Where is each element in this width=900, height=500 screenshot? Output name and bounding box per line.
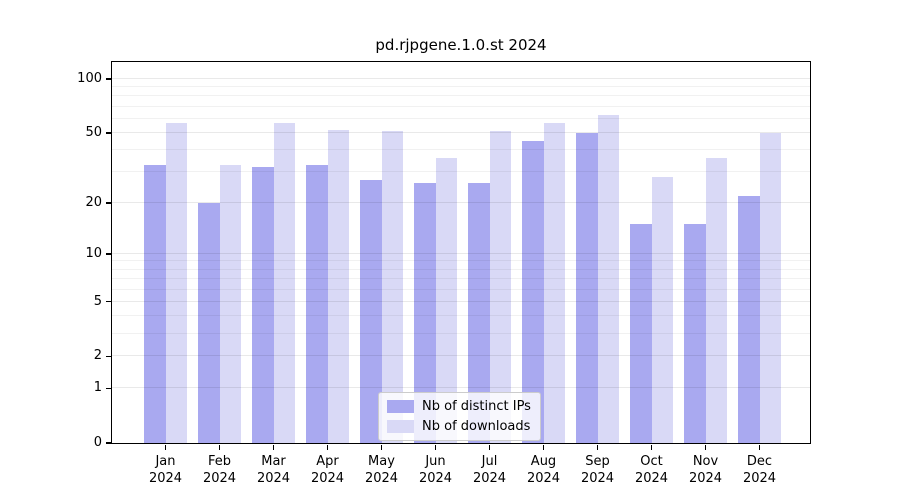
y-tick-mark <box>106 202 112 204</box>
legend-swatch-distinct-ips <box>387 400 414 413</box>
grid-layer <box>112 62 810 443</box>
x-tick-mark <box>434 444 437 450</box>
bar-downloads <box>759 132 781 443</box>
y-tick-label: 0 <box>93 435 102 450</box>
x-tick-mark <box>704 444 707 450</box>
chart-title: pd.rjpgene.1.0.st 2024 <box>375 36 547 54</box>
bar-downloads <box>705 158 727 443</box>
x-tick-label: Aug 2024 <box>526 454 561 486</box>
x-tick-label: Dec 2024 <box>742 454 777 486</box>
y-tick-mark <box>106 442 112 444</box>
bar-distinct-ips <box>144 164 166 443</box>
x-tick-mark <box>380 444 383 450</box>
bar-distinct-ips <box>630 224 652 443</box>
bar-downloads <box>165 122 187 443</box>
bars-layer <box>112 62 810 443</box>
gridline-9 <box>112 260 810 262</box>
x-tick-label: Feb 2024 <box>202 454 237 486</box>
bar-downloads <box>543 122 565 443</box>
legend-swatch-downloads <box>387 420 414 433</box>
bar-distinct-ips <box>576 132 598 443</box>
bar-downloads <box>327 129 349 443</box>
bar-downloads <box>219 164 241 443</box>
gridline-90 <box>112 86 810 88</box>
gridline-40 <box>112 149 810 151</box>
x-tick-label: Jan 2024 <box>148 454 183 486</box>
gridline-8 <box>112 268 810 270</box>
bar-distinct-ips <box>198 202 220 443</box>
bar-downloads <box>381 131 403 443</box>
legend: Nb of distinct IPs Nb of downloads <box>378 392 541 441</box>
x-tick-mark <box>596 444 599 450</box>
gridline-20 <box>112 201 810 203</box>
y-tick-label: 2 <box>93 348 102 364</box>
x-tick-label: Jul 2024 <box>472 454 507 486</box>
x-tick-label: Nov 2024 <box>688 454 723 486</box>
gridline-3 <box>112 332 810 334</box>
y-tick-mark <box>106 253 112 255</box>
x-tick-label: May 2024 <box>364 454 399 486</box>
y-tick-mark <box>106 78 112 80</box>
gridline-30 <box>112 171 810 173</box>
bar-downloads <box>489 131 511 443</box>
x-tick-mark <box>326 444 329 450</box>
x-tick-mark <box>164 444 167 450</box>
legend-item-downloads: Nb of downloads <box>387 419 531 434</box>
y-tick-mark <box>106 300 112 303</box>
gridline-60 <box>112 117 810 119</box>
bar-distinct-ips <box>414 183 436 443</box>
x-tick-mark <box>272 444 275 450</box>
bar-distinct-ips <box>360 180 382 443</box>
bar-distinct-ips <box>252 167 274 443</box>
y-tick-label: 100 <box>77 71 102 86</box>
y-tick-label: 5 <box>93 293 102 309</box>
bar-distinct-ips <box>522 141 544 443</box>
x-tick-mark <box>542 444 545 450</box>
x-tick-label: Sep 2024 <box>580 454 615 486</box>
bar-downloads <box>273 122 295 443</box>
bar-downloads <box>597 115 619 443</box>
x-tick-mark <box>650 444 653 450</box>
bar-downloads <box>435 158 457 443</box>
y-tick-label: 20 <box>85 194 102 210</box>
plot-area: Nb of distinct IPs Nb of downloads <box>110 60 811 444</box>
y-tick-label: 10 <box>85 245 102 261</box>
gridline-10 <box>112 252 810 254</box>
bar-distinct-ips <box>468 183 490 443</box>
gridline-5 <box>112 300 810 302</box>
x-tick-mark <box>218 444 221 450</box>
legend-item-distinct-ips: Nb of distinct IPs <box>387 399 531 414</box>
gridline-80 <box>112 95 810 97</box>
x-tick-label: Apr 2024 <box>310 454 345 486</box>
gridline-50 <box>112 131 810 133</box>
legend-label-downloads: Nb of downloads <box>422 419 531 434</box>
y-tick-mark <box>106 132 112 134</box>
gridline-70 <box>112 105 810 107</box>
x-tick-label: Jun 2024 <box>418 454 453 486</box>
gridline-100 <box>112 78 810 79</box>
y-tick-label: 1 <box>93 380 102 396</box>
bar-distinct-ips <box>738 195 760 443</box>
y-tick-mark <box>106 355 112 358</box>
bar-distinct-ips <box>684 224 706 443</box>
gridline-6 <box>112 288 810 290</box>
x-tick-label: Mar 2024 <box>256 454 291 486</box>
x-tick-label: Oct 2024 <box>634 454 669 486</box>
x-tick-mark <box>758 444 761 450</box>
y-tick-mark <box>106 387 112 390</box>
legend-label-distinct-ips: Nb of distinct IPs <box>422 399 531 414</box>
bar-distinct-ips <box>306 164 328 443</box>
gridline-2 <box>112 355 810 357</box>
bar-downloads <box>651 177 673 443</box>
x-tick-mark <box>488 444 491 450</box>
gridline-7 <box>112 278 810 279</box>
y-tick-label: 50 <box>85 124 102 140</box>
gridline-1 <box>112 387 810 389</box>
gridline-4 <box>112 315 810 317</box>
